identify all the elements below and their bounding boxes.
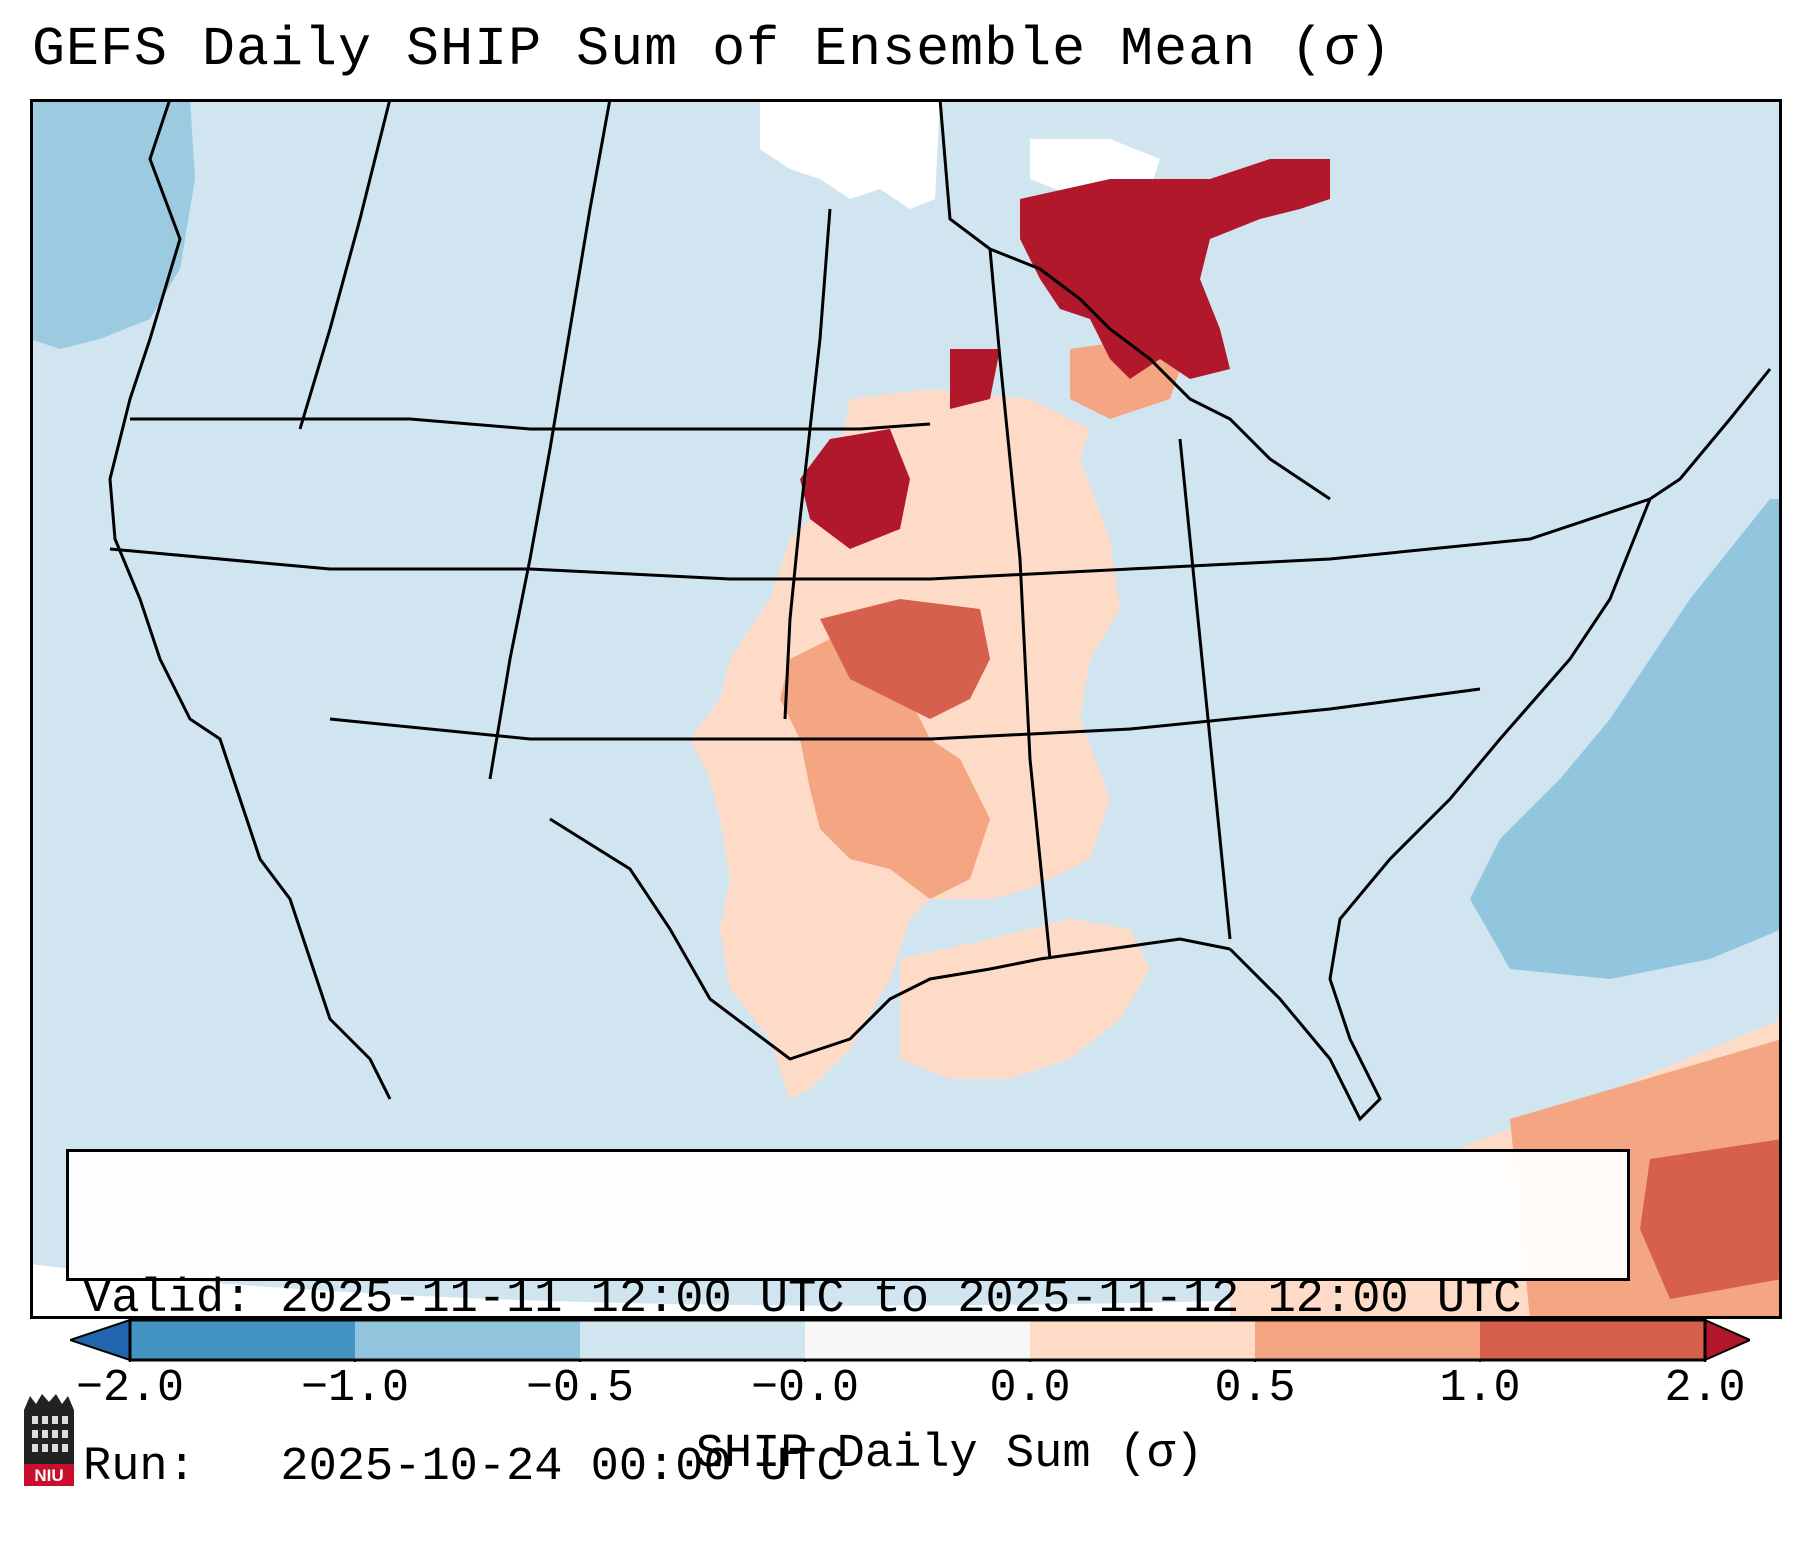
anomaly-iowa-darkred xyxy=(950,349,1000,409)
colorbar-tick-label: −0.0 xyxy=(750,1363,860,1414)
colorbar-tick-label: −0.5 xyxy=(525,1363,635,1414)
colorbar-label: SHIP Daily Sum (σ) xyxy=(695,1428,1204,1481)
anomaly-pacific xyxy=(30,99,195,349)
svg-text:NIU: NIU xyxy=(34,1466,63,1485)
northern-border-line xyxy=(130,417,931,431)
colorbar-bin xyxy=(130,1320,356,1360)
run-time-text: Run: 2025-10-24 00:00 UTC xyxy=(83,1441,845,1494)
colorbar xyxy=(70,1318,1750,1362)
anomaly-atlantic xyxy=(1470,499,1782,979)
no-data-canada-1 xyxy=(760,99,940,209)
anomaly-kansas-red xyxy=(820,599,990,719)
anomaly-nebraska-darkred xyxy=(800,429,910,549)
state-line-mountain xyxy=(488,99,612,780)
anomaly-gulf-light xyxy=(900,919,1150,1079)
state-line-mississippi xyxy=(988,248,1052,960)
niu-logo-icon: NIU xyxy=(24,1394,74,1486)
colorbar-frame xyxy=(128,1318,1707,1362)
gulf-coastline xyxy=(549,817,1231,1061)
great-lakes-border xyxy=(938,99,1331,501)
page-title: GEFS Daily SHIP Sum of Ensemble Mean (σ) xyxy=(32,18,1393,81)
map-frame xyxy=(30,99,1782,1319)
colorbar-tick-label: −2.0 xyxy=(75,1363,185,1414)
latitude-line-2 xyxy=(329,687,1481,741)
map-canvas xyxy=(30,99,1782,1319)
colorbar-tick-label: 1.0 xyxy=(1439,1363,1521,1414)
colorbar-extension-low xyxy=(70,1318,131,1362)
atlantic-coastline xyxy=(1228,368,1772,1122)
colorbar-tick-label: −1.0 xyxy=(300,1363,410,1414)
map-panel xyxy=(30,99,1782,1319)
valid-time-text: Valid: 2025-11-11 12:00 UTC to 2025-11-1… xyxy=(83,1273,1522,1326)
state-line-idaho xyxy=(298,99,392,430)
colorbar-bin xyxy=(1480,1320,1706,1360)
state-line-plains xyxy=(783,208,832,720)
anomaly-plains-medium xyxy=(780,639,990,899)
colorbar-extension-high xyxy=(1704,1318,1750,1362)
colorbar-bin xyxy=(355,1320,581,1360)
colorbar-bin xyxy=(580,1320,806,1360)
colorbar-tick-label: 2.0 xyxy=(1664,1363,1746,1414)
anomaly-caribbean-red xyxy=(1640,1139,1782,1299)
colorbar-tick-label: 0.5 xyxy=(1214,1363,1296,1414)
pacific-coastline xyxy=(108,99,392,1100)
map-boundaries xyxy=(108,99,1772,1122)
state-line-east xyxy=(1178,438,1232,940)
latitude-line-1 xyxy=(109,497,1651,581)
colorbar-bin xyxy=(1030,1320,1256,1360)
anomaly-superior-darkred xyxy=(1020,159,1330,379)
valid-run-box: Valid: 2025-11-11 12:00 UTC to 2025-11-1… xyxy=(66,1149,1630,1494)
colorbar-bin xyxy=(1255,1320,1481,1360)
colorbar-tick-label: 0.0 xyxy=(989,1363,1071,1414)
colorbar-bin xyxy=(805,1320,1031,1360)
